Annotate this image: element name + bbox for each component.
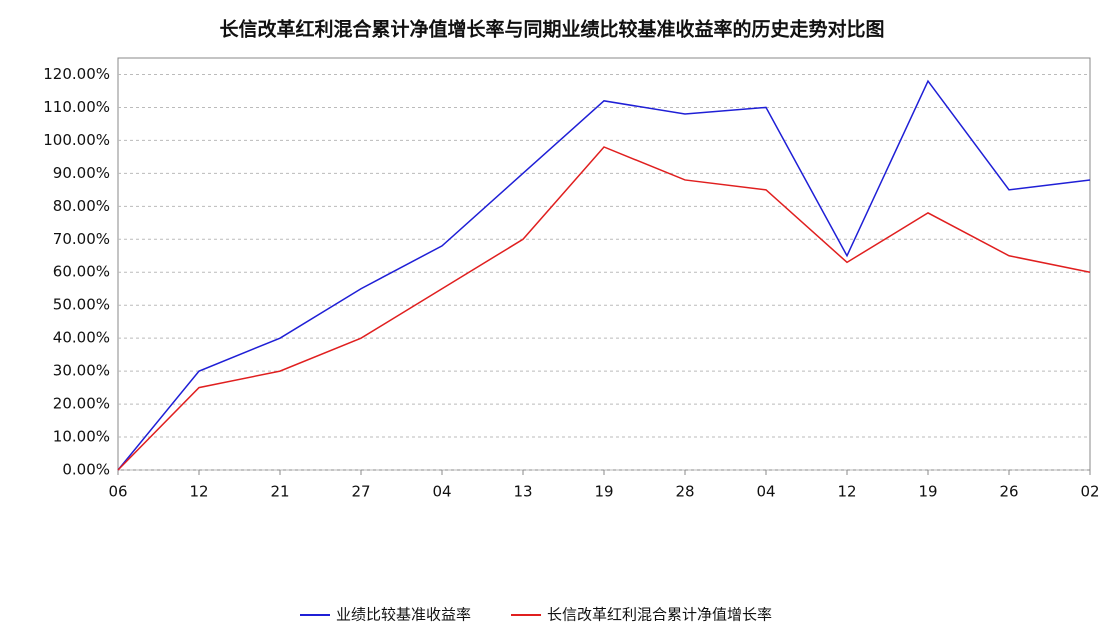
y-tick-label: 30.00%	[53, 362, 110, 380]
y-tick-label: 10.00%	[53, 428, 110, 446]
x-tick-label: 13	[513, 483, 532, 501]
y-tick-label: 40.00%	[53, 329, 110, 347]
x-tick-label: 19	[594, 483, 613, 501]
x-tick-label: 21	[270, 483, 289, 501]
legend-label: 长信改革红利混合累计净值增长率	[547, 606, 772, 624]
chart-title: 长信改革红利混合累计净值增长率与同期业绩比较基准收益率的历史走势对比图	[219, 18, 884, 41]
y-tick-label: 110.00%	[43, 98, 110, 116]
x-tick-label: 04	[756, 483, 775, 501]
legend-label: 业绩比较基准收益率	[336, 606, 471, 624]
x-tick-label: 02	[1080, 483, 1099, 501]
x-tick-label: 26	[999, 483, 1018, 501]
y-tick-label: 0.00%	[62, 461, 110, 479]
x-tick-label: 12	[189, 483, 208, 501]
plot-frame	[117, 57, 1091, 471]
y-tick-label: 20.00%	[53, 395, 110, 413]
x-tick-label: 04	[432, 483, 451, 501]
x-tick-label: 28	[675, 483, 694, 501]
y-tick-label: 80.00%	[53, 197, 110, 215]
x-tick-label: 12	[837, 483, 856, 501]
x-tick-label: 19	[918, 483, 937, 501]
x-tick-label: 27	[351, 483, 370, 501]
y-tick-label: 50.00%	[53, 296, 110, 314]
x-tick-label: 06	[108, 483, 127, 501]
y-tick-label: 90.00%	[53, 164, 110, 182]
y-tick-label: 60.00%	[53, 263, 110, 281]
series-line	[117, 79, 1091, 471]
y-tick-label: 70.00%	[53, 230, 110, 248]
y-tick-label: 100.00%	[43, 131, 110, 149]
series-line	[117, 146, 1091, 471]
y-tick-label: 120.00%	[43, 65, 110, 83]
